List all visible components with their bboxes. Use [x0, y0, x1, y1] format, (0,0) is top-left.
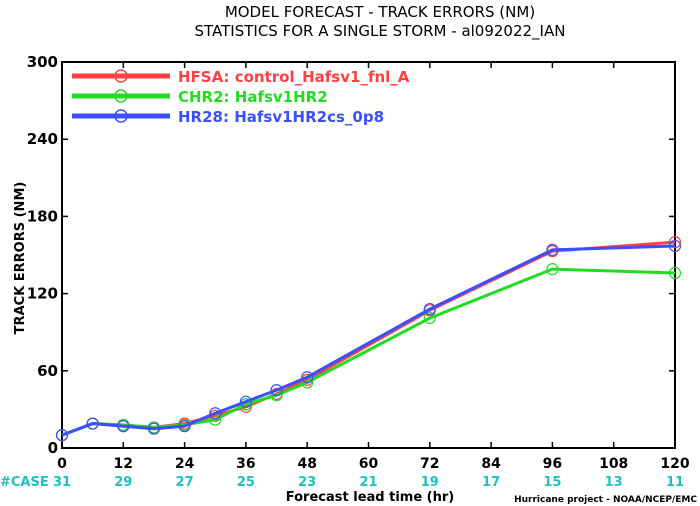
data-point	[239, 395, 252, 408]
case-count: 13	[605, 475, 623, 490]
data-point	[668, 236, 682, 249]
y-axis-ticks: 0 60 120 180 240 300	[27, 53, 675, 457]
legend-entry: HFSA: control_Hafsv1_fnl_A	[72, 68, 410, 86]
x-axis-ticks: 0 12 24 36 48 60 72 84 96 108 120	[57, 62, 690, 472]
case-count: 27	[176, 475, 194, 490]
legend-entry: HR28: Hafsv1HR2cs_0p8	[72, 108, 384, 126]
legend-entry: CHR2: Hafsv1HR2	[72, 88, 328, 106]
x-tick-label: 108	[599, 456, 628, 472]
credit-text: Hurricane project - NOAA/NCEP/EMC	[514, 495, 697, 505]
data-point	[301, 371, 314, 384]
case-count: 29	[114, 475, 132, 490]
data-point	[117, 420, 130, 433]
data-point	[86, 417, 99, 430]
data-point	[546, 263, 559, 276]
series-layer	[55, 236, 682, 442]
data-point	[668, 239, 682, 253]
x-tick-label: 60	[359, 456, 379, 472]
data-point	[209, 407, 222, 420]
series-1	[55, 263, 682, 442]
y-tick-label: 0	[48, 439, 58, 457]
x-tick-label: 72	[420, 456, 439, 472]
x-tick-label: 12	[114, 456, 133, 472]
data-point	[55, 429, 69, 442]
series-line	[61, 244, 676, 437]
legend: HFSA: control_Hafsv1_fnl_A CHR2: Hafsv1HR…	[72, 68, 410, 126]
y-tick-label: 120	[27, 285, 58, 303]
chart-subtitle: STATISTICS FOR A SINGLE STORM - al092022…	[195, 22, 566, 41]
legend-marker	[114, 69, 128, 83]
case-count-row: #CASE 31 29 27 25 23 21 19 17 15 13 11	[0, 475, 684, 490]
legend-label: HFSA: control_Hafsv1_fnl_A	[178, 68, 410, 86]
series-line	[61, 267, 676, 437]
data-point	[270, 384, 283, 397]
case-count: 23	[298, 475, 316, 490]
legend-label: CHR2: Hafsv1HR2	[178, 88, 328, 106]
x-tick-label: 36	[236, 456, 255, 472]
chart-title: MODEL FORECAST - TRACK ERRORS (NM)	[225, 3, 535, 21]
x-tick-label: 48	[297, 456, 316, 472]
case-count: 17	[482, 475, 500, 490]
y-tick-label: 60	[37, 362, 58, 380]
x-tick-label: 24	[175, 456, 195, 472]
series-0	[55, 236, 682, 442]
legend-marker	[114, 109, 128, 123]
x-axis-label: Forecast lead time (hr)	[286, 490, 454, 505]
x-tick-label: 0	[57, 456, 67, 472]
case-count: 19	[421, 475, 439, 490]
y-axis-label: TRACK ERRORS (NM)	[13, 182, 28, 335]
case-count: 11	[666, 475, 684, 490]
data-point	[423, 302, 436, 316]
y-tick-label: 300	[27, 53, 58, 71]
series-2	[55, 239, 682, 442]
x-tick-label: 84	[481, 456, 501, 472]
data-point	[423, 311, 436, 325]
case-count: 25	[237, 475, 255, 490]
y-tick-label: 180	[27, 207, 58, 225]
x-tick-label: 120	[660, 456, 689, 472]
case-count: 21	[359, 475, 377, 490]
case-count: 31	[53, 475, 71, 490]
data-point	[546, 243, 559, 256]
x-tick-label: 96	[543, 456, 562, 472]
y-tick-label: 240	[27, 130, 58, 148]
case-label: #CASE	[0, 475, 49, 490]
legend-label: HR28: Hafsv1HR2cs_0p8	[178, 108, 384, 126]
data-point	[668, 266, 682, 280]
case-count: 15	[543, 475, 561, 490]
data-point	[178, 420, 191, 433]
data-point	[147, 422, 161, 435]
legend-marker	[114, 89, 128, 103]
